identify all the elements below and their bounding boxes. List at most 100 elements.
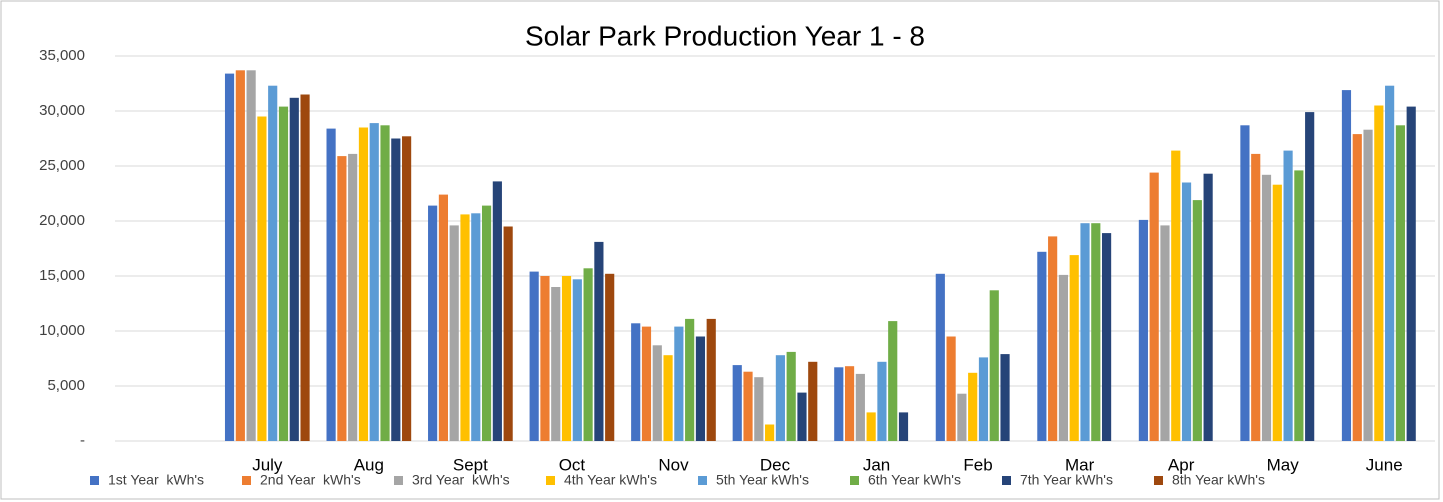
y-tick-label: - xyxy=(80,432,85,449)
bar xyxy=(844,366,855,441)
bar xyxy=(652,345,662,441)
bar xyxy=(706,318,716,441)
bar xyxy=(935,273,945,441)
bar xyxy=(572,279,582,441)
bar xyxy=(1374,105,1384,441)
bar xyxy=(1171,150,1181,441)
bar xyxy=(278,106,289,441)
y-tick-label: 15,000 xyxy=(39,267,85,284)
bar xyxy=(674,326,684,441)
bar xyxy=(834,367,844,441)
y-tick-label: 10,000 xyxy=(39,322,85,339)
legend-swatch xyxy=(850,476,859,485)
x-tick-label: Apr xyxy=(1168,455,1195,474)
bar xyxy=(1395,125,1405,442)
bar xyxy=(797,392,807,441)
bar xyxy=(1305,112,1315,441)
bar xyxy=(888,321,898,441)
bar xyxy=(551,287,561,441)
y-tick-label: 30,000 xyxy=(39,102,85,119)
bar xyxy=(1272,184,1282,441)
bar xyxy=(369,123,379,441)
bar xyxy=(1192,200,1202,441)
bar xyxy=(1251,153,1261,441)
legend-label: 1st Year kWh's xyxy=(108,472,204,488)
bar xyxy=(481,205,492,441)
bar xyxy=(268,85,278,441)
bar xyxy=(631,323,641,441)
bar xyxy=(492,181,502,441)
legend-swatch xyxy=(546,476,555,485)
bar xyxy=(358,127,369,441)
legend-label: 4th Year kWh's xyxy=(564,472,657,488)
legend-label: 3rd Year kWh's xyxy=(412,472,510,488)
bar xyxy=(866,412,876,441)
bar xyxy=(460,214,470,441)
legend-swatch xyxy=(698,476,707,485)
bar xyxy=(471,213,481,441)
bar xyxy=(438,194,448,441)
y-tick-label: 5,000 xyxy=(47,377,85,394)
bar xyxy=(786,351,796,441)
bar xyxy=(1203,173,1213,441)
bar xyxy=(337,156,347,441)
bar xyxy=(775,355,785,441)
bar xyxy=(246,70,256,442)
bar xyxy=(1294,170,1304,441)
bar xyxy=(1149,172,1159,441)
bar xyxy=(391,138,401,441)
bar xyxy=(594,241,604,441)
bar xyxy=(765,424,775,441)
x-tick-label: May xyxy=(1267,455,1300,474)
legend-swatch xyxy=(242,476,251,485)
legend-label: 6th Year kWh's xyxy=(868,472,961,488)
bar xyxy=(968,372,978,441)
bar xyxy=(289,97,299,442)
bar xyxy=(257,116,267,441)
bar xyxy=(428,205,438,441)
bar xyxy=(1283,150,1293,441)
bar xyxy=(1000,354,1010,441)
bar xyxy=(1102,233,1112,441)
bar xyxy=(989,290,999,441)
bar xyxy=(300,94,310,441)
x-tick-label: Mar xyxy=(1065,455,1095,474)
legend-swatch xyxy=(1002,476,1011,485)
y-tick-label: 25,000 xyxy=(39,157,85,174)
bar xyxy=(732,365,742,441)
bar xyxy=(1048,236,1058,441)
bar xyxy=(743,371,753,441)
bar xyxy=(503,226,513,441)
x-tick-label: Feb xyxy=(963,455,992,474)
bar xyxy=(1080,223,1090,441)
bar xyxy=(1058,274,1069,441)
bar xyxy=(808,361,818,441)
x-tick-label: June xyxy=(1366,455,1403,474)
bar xyxy=(1138,219,1148,441)
bar xyxy=(641,326,652,441)
legend-swatch xyxy=(90,476,99,485)
y-tick-label: 35,000 xyxy=(39,47,85,64)
y-tick-label: 20,000 xyxy=(39,212,85,229)
bar xyxy=(1406,106,1416,441)
bar xyxy=(1341,90,1352,441)
bar xyxy=(663,355,673,441)
x-tick-label: Oct xyxy=(559,455,586,474)
bar xyxy=(1261,174,1272,442)
bar xyxy=(754,377,764,441)
bar xyxy=(957,393,967,441)
chart-title: Solar Park Production Year 1 - 8 xyxy=(525,20,925,51)
bar xyxy=(978,357,989,441)
bar xyxy=(224,73,235,441)
x-tick-label: Jan xyxy=(863,455,890,474)
legend-swatch xyxy=(394,476,403,485)
bar xyxy=(1352,134,1362,441)
bar xyxy=(695,336,706,441)
bar xyxy=(529,271,539,441)
x-tick-label: Sept xyxy=(453,455,488,474)
bar xyxy=(1160,225,1170,441)
bar xyxy=(946,336,956,441)
bar xyxy=(685,318,695,441)
